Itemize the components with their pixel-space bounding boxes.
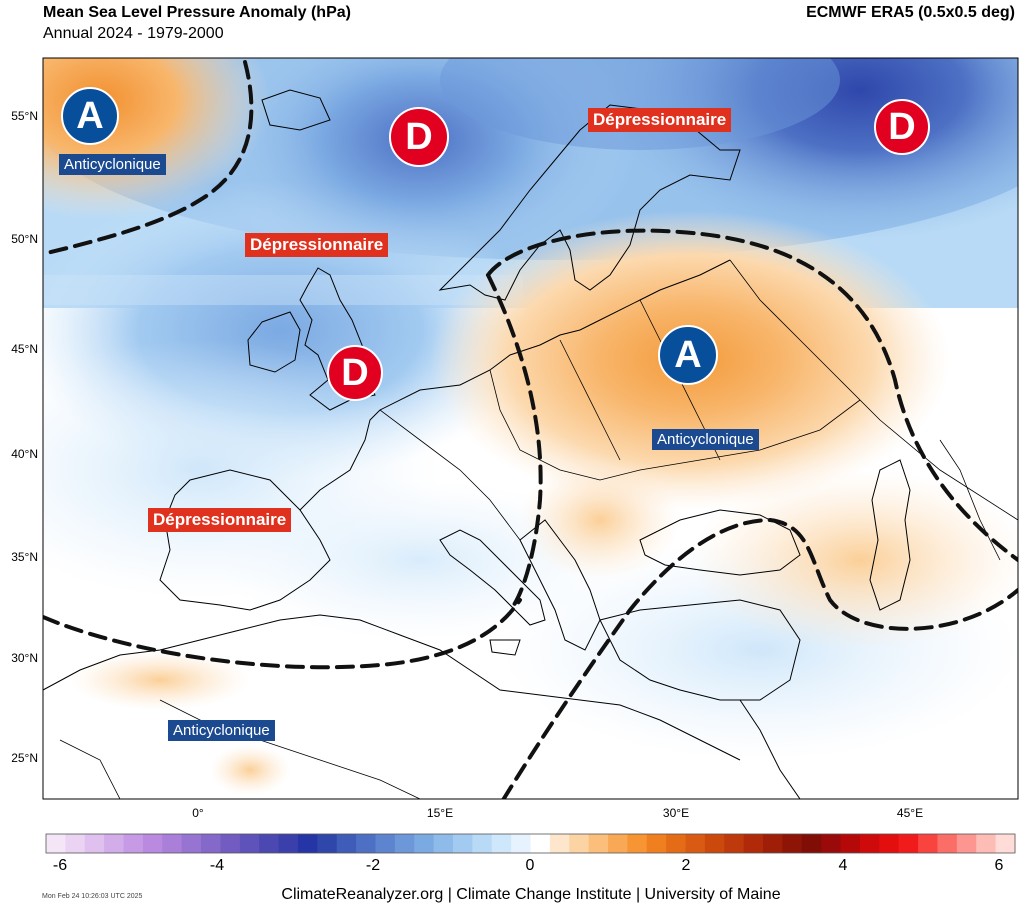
depression-label: Dépressionnaire xyxy=(148,508,292,532)
colorbar-swatch xyxy=(859,834,880,853)
colorbar-tick: -2 xyxy=(365,857,381,874)
colorbar-swatch xyxy=(142,834,163,853)
colorbar-swatch xyxy=(898,834,919,853)
lon-label: 30°E xyxy=(662,806,690,820)
timestamp: Mon Feb 24 10:26:03 UTC 2025 xyxy=(42,893,143,900)
colorbar-swatch xyxy=(956,834,977,853)
colorbar-swatch xyxy=(724,834,745,853)
colorbar-swatch xyxy=(608,834,628,853)
colorbar-swatch xyxy=(414,834,435,853)
low-pressure-marker: D xyxy=(874,99,930,155)
map-subtitle: Annual 2024 - 1979-2000 xyxy=(43,25,224,42)
lat-label: 25°N xyxy=(11,751,38,765)
colorbar-swatch xyxy=(937,834,958,853)
colorbar-swatch xyxy=(704,834,725,853)
anticyclonic-label: Anticyclonique xyxy=(168,720,275,741)
colorbar-swatch xyxy=(356,834,377,853)
colorbar-swatch xyxy=(162,834,183,853)
dashed-boundaries xyxy=(43,60,1018,799)
low-pressure-marker: D xyxy=(327,345,383,401)
lat-label: 30°N xyxy=(11,651,38,665)
depression-label: Dépressionnaire xyxy=(588,108,732,132)
colorbar-swatch xyxy=(123,834,144,853)
colorbar-swatch xyxy=(918,834,939,853)
colorbar-swatch xyxy=(782,834,803,853)
colorbar-swatch xyxy=(46,834,66,853)
colorbar-swatch xyxy=(201,834,222,853)
colorbar-swatch xyxy=(763,834,784,853)
colorbar-frame xyxy=(45,833,1016,854)
colorbar-swatch xyxy=(627,834,648,853)
colorbar-swatch xyxy=(976,834,997,853)
colorbar-tick: 2 xyxy=(681,857,691,874)
colorbar-swatch xyxy=(394,834,415,853)
colorbar-swatch xyxy=(452,834,473,853)
colorbar-swatch xyxy=(801,834,822,853)
credit-footer: ClimateReanalyzer.org | Climate Change I… xyxy=(281,886,781,903)
colorbar-swatch xyxy=(530,834,551,853)
lat-label: 50°N xyxy=(11,232,38,246)
colorbar-swatch xyxy=(472,834,493,853)
colorbar-tick: -4 xyxy=(209,857,225,874)
colorbar-swatch xyxy=(297,834,318,853)
colorbar-swatch xyxy=(181,834,202,853)
colorbar-swatch xyxy=(104,834,125,853)
colorbar-swatch xyxy=(65,834,86,853)
lat-label: 35°N xyxy=(11,550,38,564)
colorbar-swatch xyxy=(646,834,667,853)
lon-label: 0° xyxy=(192,806,204,820)
colorbar-tick: 0 xyxy=(525,857,535,874)
colorbar-swatch xyxy=(743,834,764,853)
anomaly-field xyxy=(43,58,1018,795)
colorbar-swatch xyxy=(840,834,861,853)
colorbar-swatch xyxy=(259,834,280,853)
lon-label: 45°E xyxy=(896,806,924,820)
colorbar-swatch xyxy=(278,834,299,853)
colorbar-swatch xyxy=(336,834,357,853)
colorbar-tick: -6 xyxy=(52,857,68,874)
colorbar-swatch xyxy=(375,834,396,853)
lat-label: 45°N xyxy=(11,342,38,356)
low-pressure-marker: D xyxy=(389,107,449,167)
anticyclonic-label: Anticyclonique xyxy=(652,429,759,450)
colorbar-swatch xyxy=(879,834,900,853)
colorbar-swatch xyxy=(549,834,570,853)
anticyclonic-label: Anticyclonique xyxy=(59,154,166,175)
colorbar-swatch xyxy=(239,834,260,853)
colorbar-swatch xyxy=(685,834,706,853)
depression-label: Dépressionnaire xyxy=(245,233,389,257)
data-source: ECMWF ERA5 (0.5x0.5 deg) xyxy=(806,4,1015,21)
colorbar-swatch xyxy=(433,834,454,853)
map-title: Mean Sea Level Pressure Anomaly (hPa) xyxy=(43,4,351,21)
colorbar-tick: 4 xyxy=(838,857,848,874)
colorbar-swatch xyxy=(588,834,609,853)
colorbar-swatch xyxy=(995,834,1016,853)
colorbar-swatch xyxy=(511,834,532,853)
coastlines xyxy=(43,89,1018,799)
colorbar-tick: 6 xyxy=(994,857,1004,874)
colorbar-swatch xyxy=(84,834,105,853)
colorbar xyxy=(46,834,1016,853)
colorbar-swatch xyxy=(666,834,687,853)
lat-label: 40°N xyxy=(11,447,38,461)
map-frame xyxy=(42,57,1019,800)
lon-label: 15°E xyxy=(426,806,454,820)
colorbar-swatch xyxy=(220,834,241,853)
lat-label: 55°N xyxy=(11,109,38,123)
colorbar-swatch xyxy=(317,834,338,853)
high-pressure-marker: A xyxy=(658,325,718,385)
colorbar-swatch xyxy=(821,834,842,853)
colorbar-swatch xyxy=(569,834,590,853)
colorbar-swatch xyxy=(491,834,512,853)
high-pressure-marker: A xyxy=(61,87,119,145)
